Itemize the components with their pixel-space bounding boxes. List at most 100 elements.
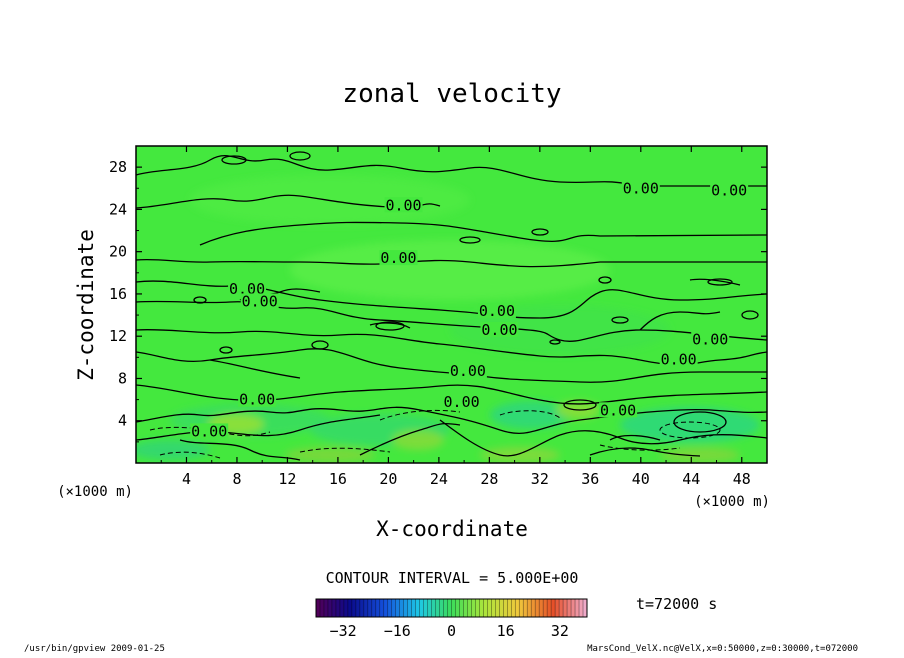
colorbar-cell [327,599,333,617]
contour-label-background [240,293,279,309]
colorbar-cell [395,599,400,617]
contour-label-background [477,302,516,318]
contour-label-background [448,363,487,379]
colorbar-cell [511,599,516,617]
x-tick-label: 16 [329,470,347,488]
contour-label: 0.00 [692,330,728,348]
x-tick-label: 48 [733,470,751,488]
x-tick-label: 32 [531,470,549,488]
contour-label: 0.00 [444,393,480,411]
colorbar-cell [387,599,392,617]
colorbar-cell [355,599,361,617]
colorbar-cell [419,599,424,617]
colorbar-cell [371,599,376,617]
colorbar-cell [523,599,528,617]
x-tick-label: 4 [182,470,191,488]
colorbar-cell [407,599,412,617]
contour-label-background [659,351,698,367]
contour-label-background [379,250,418,266]
colorbar-cell [339,599,345,617]
colorbar-cell [443,599,448,617]
contour-label-background [599,402,638,418]
contour-label-background [710,182,749,198]
colorbar-cell [343,599,349,617]
colorbar-cell [567,599,572,617]
contour-label: 0.00 [481,321,517,339]
contour-label-background [238,391,277,407]
footer-left: /usr/bin/gpview 2009-01-25 [24,644,165,654]
colorbar-cell [415,599,420,617]
colorbar-cell [451,599,456,617]
contour-label: 0.00 [661,351,697,369]
colorbar-cell [559,599,564,617]
y-tick-label: 8 [118,369,127,387]
time-label: t=72000 s [636,595,717,613]
colorbar-tick-label: −32 [330,622,357,640]
field-patches [136,175,760,463]
x-tick-label: 40 [632,470,650,488]
x-tick-label: 20 [379,470,397,488]
colorbar-cell [316,599,321,617]
contour-label: 0.00 [242,292,278,310]
colorbar-cell [467,599,472,617]
y-tick-label: 12 [109,327,127,345]
x-tick-label: 24 [430,470,448,488]
colorbar-cell [539,599,544,617]
colorbar-cell [491,599,496,617]
colorbar-ticks: −32 −16 0 16 32 [330,622,569,640]
colorbar-cell [519,599,524,617]
colorbar-cell [471,599,476,617]
colorbar-cell [571,599,576,617]
colorbar-cell [447,599,452,617]
colorbar-cell [335,599,341,617]
contour-label-background [691,331,730,347]
contour-label: 0.00 [711,181,747,199]
colorbar-cell [579,599,584,617]
y-axis-title: Z-coordinate [74,229,98,381]
contour-label-background [480,321,519,337]
colorbar-cell [367,599,372,617]
colorbar [315,598,588,618]
colorbar-cell [487,599,492,617]
colorbar-cell [479,599,484,617]
contour-labels: 0.00 0.00 0.00 0.00 0.00 0.00 0.00 0.00 0.00 0.00… [190,179,749,440]
colorbar-cell [463,599,468,617]
plot-frame [135,145,768,464]
colorbar-cell [359,599,365,617]
colorbar-cell [543,599,548,617]
x-tick-label: 8 [232,470,241,488]
colorbar-cell [383,599,388,617]
contour-label: 0.00 [450,362,486,380]
colorbar-cell [439,599,444,617]
x-axis-title: X-coordinate [376,517,528,541]
contour-label: 0.00 [380,249,416,267]
contour-label: 0.00 [191,422,227,440]
colorbar-cell [459,599,464,617]
colorbar-cell [427,599,432,617]
colorbar-cell [403,599,408,617]
contour-label: 0.00 [239,391,275,409]
y-tick-label: 4 [118,412,127,430]
contour-label-background [384,197,423,213]
colorbar-cell [455,599,460,617]
x-tick-label: 28 [480,470,498,488]
colorbar-cell [379,599,384,617]
colorbar-tick-label: −16 [384,622,411,640]
colorbar-cell [347,599,353,617]
contour-interval-label: CONTOUR INTERVAL = 5.000E+00 [326,569,579,587]
y-unit-label: (×1000 m) [57,484,133,500]
colorbar-cell [399,599,404,617]
colorbar-cell [535,599,540,617]
colorbar-cell [411,599,416,617]
colorbar-cell [323,599,329,617]
colorbar-cell [483,599,488,617]
colorbar-tick-label: 32 [551,622,569,640]
chart-title: zonal velocity [342,79,561,109]
y-tick-label: 20 [109,243,127,261]
colorbar-cell [551,599,556,617]
footer-right: MarsCond_VelX.nc@VelX,x=0:50000,z=0:3000… [587,644,858,654]
contour-label: 0.00 [623,179,659,197]
colorbar-cell [351,599,357,617]
colorbar-frame [315,598,588,618]
colorbar-cell [475,599,480,617]
